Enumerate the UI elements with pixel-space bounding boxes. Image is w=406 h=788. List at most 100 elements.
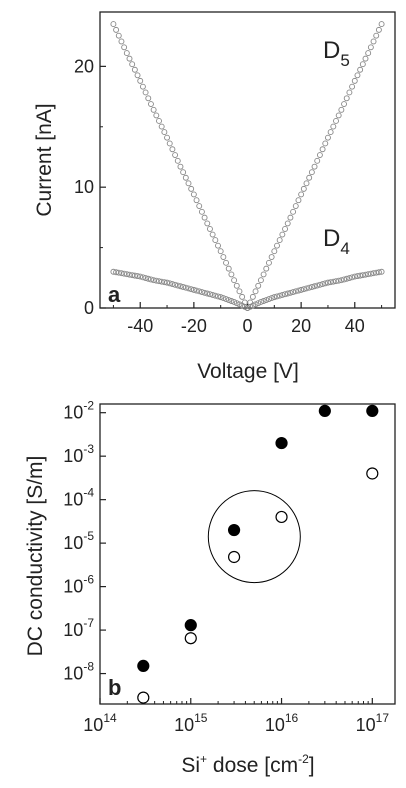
- point-d4: [204, 290, 211, 297]
- point-d5: [367, 44, 374, 51]
- point-d4: [177, 283, 184, 290]
- panel-a: -40 -20 0 20 40 0 10 20 a D5 D4 Voltage [V] Cur…: [33, 11, 396, 383]
- point-d5: [212, 237, 219, 244]
- panel-a-xlabel: Voltage [V]: [197, 360, 299, 383]
- point-d5: [231, 277, 238, 284]
- point-d4: [225, 297, 232, 303]
- point-d5: [239, 293, 246, 300]
- point-d5: [343, 95, 350, 102]
- panel-a-xtick-label: 20: [291, 316, 311, 336]
- point-d4: [260, 298, 267, 304]
- point-d4: [247, 303, 254, 310]
- point-d5: [123, 50, 130, 57]
- point-d4: [158, 278, 165, 285]
- point-d5: [145, 95, 152, 102]
- point-d5: [255, 282, 262, 289]
- point-d4: [266, 296, 272, 303]
- point-d5: [333, 118, 339, 124]
- point-d4: [201, 289, 208, 296]
- point-d4: [185, 285, 192, 292]
- point-d4: [129, 272, 136, 279]
- point-d4: [180, 284, 187, 290]
- point-d4: [190, 286, 197, 293]
- point-d5: [225, 265, 232, 272]
- point-d4: [276, 292, 283, 299]
- point-d5: [121, 44, 128, 51]
- point-d4: [300, 286, 307, 293]
- point-d4: [279, 292, 286, 298]
- point-d4: [346, 275, 353, 281]
- panel-b-xtick-label: 1015: [174, 711, 208, 735]
- point-d5: [118, 38, 125, 45]
- point-d4: [193, 287, 200, 294]
- point-d5: [351, 77, 358, 84]
- panel-a-xtick-label: 40: [345, 316, 365, 336]
- point-d5: [207, 226, 213, 232]
- point-d4: [303, 285, 310, 292]
- point-d5: [287, 214, 294, 221]
- point-d5: [314, 157, 321, 164]
- point-d4: [223, 296, 229, 303]
- point-d4: [161, 279, 168, 286]
- point-d5: [271, 248, 278, 255]
- point-d4: [335, 277, 342, 284]
- annotation-circle: [207, 490, 301, 584]
- point-open: [184, 632, 197, 645]
- point-d5: [153, 112, 160, 119]
- point-open: [366, 467, 379, 480]
- point-d5: [357, 66, 364, 73]
- point-d5: [174, 157, 181, 164]
- point-d4: [137, 273, 144, 280]
- point-d4: [153, 277, 160, 284]
- point-d5: [263, 265, 270, 272]
- series-label-d4: D4: [323, 225, 350, 258]
- point-open: [227, 550, 241, 564]
- point-d5: [346, 89, 353, 96]
- point-d5: [236, 288, 243, 295]
- point-d4: [123, 271, 130, 278]
- point-d5: [164, 134, 170, 141]
- point-d4: [295, 287, 302, 294]
- point-d4: [325, 279, 331, 286]
- point-d5: [252, 288, 259, 295]
- point-d4: [255, 300, 262, 307]
- point-d5: [284, 220, 291, 227]
- point-d4: [298, 286, 305, 293]
- point-d4: [217, 294, 224, 301]
- point-d4: [373, 269, 380, 276]
- point-d5: [220, 254, 227, 260]
- point-d5: [129, 61, 136, 68]
- point-d4: [148, 276, 154, 283]
- point-d5: [308, 169, 315, 176]
- point-d5: [177, 163, 184, 170]
- point-d4: [257, 299, 264, 305]
- point-d5: [233, 282, 240, 289]
- panel-b-ytick-label: 10-8: [63, 660, 94, 684]
- point-open: [137, 691, 150, 704]
- point-d5: [322, 140, 329, 147]
- point-d4: [228, 298, 235, 304]
- point-d4: [263, 297, 270, 303]
- point-d5: [266, 259, 272, 266]
- point-d4: [357, 272, 364, 279]
- panel-a-ytick-label: 20: [74, 56, 94, 76]
- point-d5: [198, 208, 205, 215]
- point-d5: [169, 146, 176, 153]
- point-d5: [126, 55, 133, 62]
- point-d4: [271, 294, 278, 301]
- point-d4: [268, 295, 275, 302]
- panel-b-xtick-label: 1016: [265, 711, 299, 735]
- point-d5: [180, 169, 187, 176]
- point-d4: [142, 275, 149, 281]
- point-d5: [193, 197, 200, 204]
- point-d5: [188, 185, 195, 192]
- point-d5: [142, 89, 149, 96]
- point-d5: [295, 197, 302, 204]
- panel-b-ytick-label: 10-5: [63, 529, 94, 553]
- point-d5: [274, 242, 280, 249]
- panel-b-points: [137, 404, 379, 704]
- point-d4: [121, 270, 128, 277]
- panel-a-letter: a: [108, 282, 121, 307]
- point-d4: [319, 281, 326, 288]
